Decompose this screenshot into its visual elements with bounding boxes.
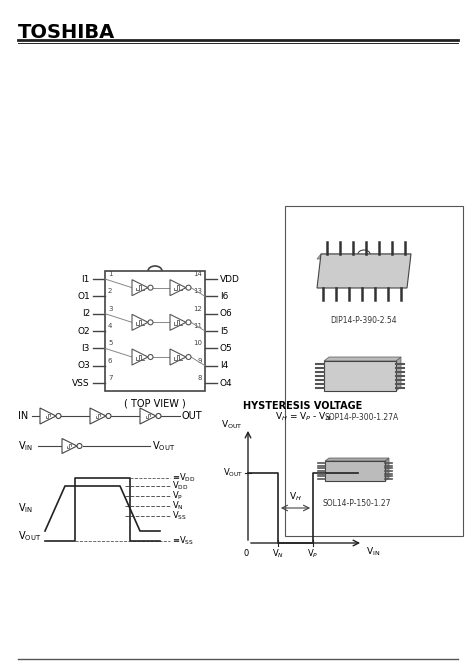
Polygon shape xyxy=(140,408,156,424)
Polygon shape xyxy=(62,439,77,454)
Text: SOP14-P-300-1.27A: SOP14-P-300-1.27A xyxy=(325,413,399,422)
Bar xyxy=(324,361,396,391)
Text: VDD: VDD xyxy=(220,274,240,284)
Circle shape xyxy=(56,413,61,419)
Polygon shape xyxy=(132,314,148,330)
Text: V$_H$: V$_H$ xyxy=(289,491,302,503)
Polygon shape xyxy=(396,357,401,391)
Text: 12: 12 xyxy=(193,306,202,311)
Text: 8: 8 xyxy=(198,375,202,381)
Text: V$_{\rm OUT}$: V$_{\rm OUT}$ xyxy=(18,529,41,543)
Text: O2: O2 xyxy=(77,327,90,336)
Text: 13: 13 xyxy=(193,289,202,295)
Text: ( TOP VIEW ): ( TOP VIEW ) xyxy=(124,399,186,409)
Text: V$_{\rm OUT}$: V$_{\rm OUT}$ xyxy=(221,419,243,431)
Circle shape xyxy=(156,413,161,419)
Text: I6: I6 xyxy=(220,292,228,301)
Text: 14: 14 xyxy=(193,271,202,277)
Bar xyxy=(285,206,463,536)
Text: V$_{\rm N}$: V$_{\rm N}$ xyxy=(172,500,184,512)
Text: V$_{\rm DD}$: V$_{\rm DD}$ xyxy=(172,480,189,493)
Circle shape xyxy=(77,444,82,448)
Polygon shape xyxy=(325,458,389,461)
Text: V$_{\rm IN}$: V$_{\rm IN}$ xyxy=(18,439,33,453)
Text: V$_{\rm IN}$: V$_{\rm IN}$ xyxy=(18,502,33,515)
Polygon shape xyxy=(132,349,148,365)
Text: 1: 1 xyxy=(108,271,112,277)
Circle shape xyxy=(148,354,153,360)
Text: V$_{\rm OUT}$: V$_{\rm OUT}$ xyxy=(152,439,175,453)
Polygon shape xyxy=(170,280,186,296)
Text: 10: 10 xyxy=(193,340,202,346)
Polygon shape xyxy=(132,280,148,296)
Bar xyxy=(105,271,205,391)
Text: ≡V$_{\rm DD}$: ≡V$_{\rm DD}$ xyxy=(172,472,196,484)
Polygon shape xyxy=(385,458,389,481)
Text: OUT: OUT xyxy=(182,411,202,421)
Text: I4: I4 xyxy=(220,361,228,370)
Text: ≡V$_{\rm SS}$: ≡V$_{\rm SS}$ xyxy=(172,535,194,548)
Text: O4: O4 xyxy=(220,378,233,387)
Text: 9: 9 xyxy=(198,358,202,364)
Text: I5: I5 xyxy=(220,327,228,336)
Text: V$_{\rm SS}$: V$_{\rm SS}$ xyxy=(172,510,187,522)
Text: O1: O1 xyxy=(77,292,90,301)
Text: I2: I2 xyxy=(82,309,90,318)
Text: 7: 7 xyxy=(108,375,112,381)
Polygon shape xyxy=(170,314,186,330)
Polygon shape xyxy=(90,408,106,424)
Text: 6: 6 xyxy=(108,358,112,364)
Circle shape xyxy=(186,285,191,290)
Text: 2: 2 xyxy=(108,289,112,295)
Text: V$_H$ = V$_P$ - V$_N$: V$_H$ = V$_P$ - V$_N$ xyxy=(275,411,331,423)
Text: O6: O6 xyxy=(220,309,233,318)
Polygon shape xyxy=(317,254,411,288)
Text: 4: 4 xyxy=(108,323,112,329)
Text: V$_{\rm P}$: V$_{\rm P}$ xyxy=(172,490,183,503)
Text: V$_N$: V$_N$ xyxy=(272,548,284,560)
Text: O5: O5 xyxy=(220,344,233,353)
Text: O3: O3 xyxy=(77,361,90,370)
Text: HYSTERESIS VOLTAGE: HYSTERESIS VOLTAGE xyxy=(243,401,363,411)
Text: VSS: VSS xyxy=(73,378,90,387)
Text: V$_P$: V$_P$ xyxy=(307,548,319,560)
Circle shape xyxy=(148,320,153,325)
Circle shape xyxy=(186,354,191,360)
Text: V$_{\rm OUT}$: V$_{\rm OUT}$ xyxy=(223,467,243,479)
Polygon shape xyxy=(40,408,56,424)
Text: V$_{\rm IN}$: V$_{\rm IN}$ xyxy=(366,545,380,558)
Text: SOL14-P-150-1.27: SOL14-P-150-1.27 xyxy=(323,499,391,508)
Text: TOSHIBA: TOSHIBA xyxy=(18,23,115,42)
Text: I3: I3 xyxy=(82,344,90,353)
Text: IN: IN xyxy=(18,411,28,421)
Circle shape xyxy=(148,285,153,290)
Text: 0: 0 xyxy=(243,549,249,558)
Text: 11: 11 xyxy=(193,323,202,329)
Bar xyxy=(325,461,385,481)
Circle shape xyxy=(106,413,111,419)
Circle shape xyxy=(186,320,191,325)
Polygon shape xyxy=(170,349,186,365)
Polygon shape xyxy=(324,357,401,361)
Text: DIP14-P-390-2.54: DIP14-P-390-2.54 xyxy=(331,316,397,325)
Text: I1: I1 xyxy=(82,274,90,284)
Polygon shape xyxy=(317,254,411,259)
Text: 3: 3 xyxy=(108,306,112,311)
Text: 5: 5 xyxy=(108,340,112,346)
